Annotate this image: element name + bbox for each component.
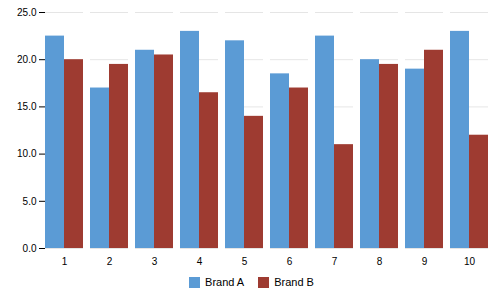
svg-text:10: 10	[464, 256, 476, 267]
svg-text:5.0: 5.0	[23, 196, 37, 207]
svg-text:1: 1	[62, 256, 68, 267]
svg-text:3: 3	[152, 256, 158, 267]
html-text:Brand A: Brand A	[205, 276, 245, 288]
svg-text:7: 7	[332, 256, 338, 267]
svg-text:25.0: 25.0	[17, 7, 37, 18]
svg-text:8: 8	[377, 256, 383, 267]
svg-text:5: 5	[242, 256, 248, 267]
svg-text:20.0: 20.0	[17, 54, 37, 65]
html-text:Brand B: Brand B	[274, 276, 314, 288]
svg-text:9: 9	[422, 256, 428, 267]
svg-text:0.0: 0.0	[23, 243, 37, 254]
svg-text:6: 6	[287, 256, 293, 267]
svg-text:10.0: 10.0	[17, 148, 37, 159]
svg-text:4: 4	[197, 256, 203, 267]
svg-text:15.0: 15.0	[17, 101, 37, 112]
svg-text:2: 2	[107, 256, 113, 267]
